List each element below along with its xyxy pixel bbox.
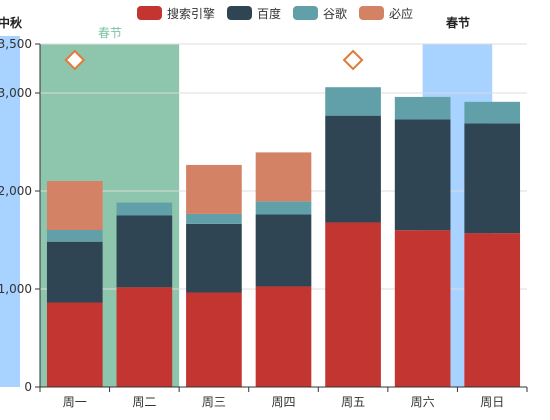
y-tick-label: 0 [24, 380, 32, 394]
x-tick-label: 周四 [271, 395, 295, 409]
bar [255, 201, 312, 215]
mark-area-left-strip [0, 36, 20, 387]
bar [255, 286, 312, 387]
bar [255, 214, 312, 287]
y-tick-label: 2,000 [0, 184, 32, 198]
bar [46, 241, 103, 303]
legend-item[interactable]: 百度 [226, 5, 281, 22]
bar [186, 164, 242, 214]
bar [186, 292, 242, 387]
bar [464, 233, 521, 387]
bar [394, 230, 451, 387]
legend-label: 必应 [389, 6, 414, 21]
diamond-marker [64, 49, 86, 71]
bar [394, 119, 451, 231]
chart-legend: 搜索引擎 百度 谷歌 必应 [0, 4, 550, 22]
legend-swatch [226, 6, 252, 20]
bar [116, 202, 173, 216]
x-tick-label: 周六 [411, 395, 435, 409]
diamond-marker [342, 49, 364, 71]
x-tick-label: 周三 [202, 395, 226, 409]
legend-item[interactable]: 谷歌 [293, 5, 347, 22]
legend-item[interactable]: 搜索引擎 [136, 5, 215, 22]
legend-label: 谷歌 [323, 6, 348, 21]
legend-swatch [293, 6, 318, 20]
x-tick-label: 周五 [341, 395, 365, 409]
legend-swatch [136, 6, 162, 20]
mark-area-label: 中秋 [0, 15, 23, 30]
bar [325, 87, 381, 116]
mark-area-label: 春节 [445, 15, 470, 30]
x-tick-label: 周二 [132, 395, 156, 409]
legend-label: 百度 [256, 6, 281, 21]
bar [255, 152, 312, 202]
mark-area-label: 春节 [98, 26, 122, 40]
bar [464, 123, 521, 234]
legend-label: 搜索引擎 [166, 6, 215, 21]
bar [46, 230, 103, 242]
x-tick-label: 周日 [480, 395, 504, 409]
bar [325, 222, 381, 387]
bar [394, 96, 451, 120]
bar [325, 115, 381, 223]
y-tick-label: 1,000 [0, 282, 32, 296]
bar [46, 302, 103, 387]
bar [46, 181, 103, 231]
x-tick-label: 周一 [63, 395, 87, 409]
legend-swatch [359, 6, 385, 20]
bar [464, 101, 521, 124]
y-tick-label: 3,500 [0, 37, 32, 51]
bar [186, 213, 242, 224]
y-tick-label: 3,000 [0, 86, 32, 100]
legend-item[interactable]: 必应 [359, 5, 413, 22]
bar [116, 215, 173, 288]
bar [186, 223, 242, 293]
bar [116, 287, 173, 387]
